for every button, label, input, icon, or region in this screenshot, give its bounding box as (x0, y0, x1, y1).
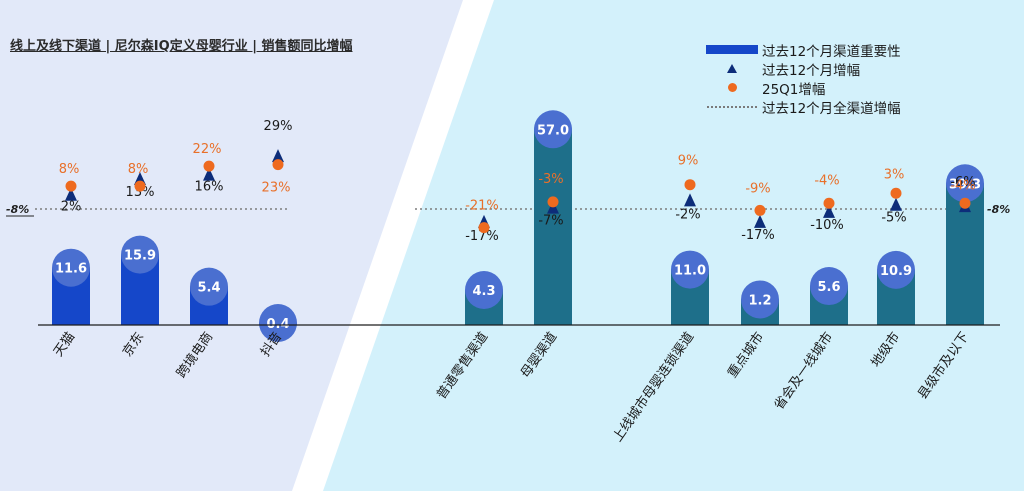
growth-q1-marker (890, 187, 902, 199)
growth-12m-label: -5% (881, 211, 906, 226)
growth-12m-label: -17% (741, 228, 775, 243)
bar (534, 129, 572, 325)
growth-q1-marker (478, 222, 490, 234)
bar-value-bubble (741, 280, 779, 319)
chart-title: 线上及线下渠道 | 尼尔森IQ定义母婴行业 | 销售额同比增幅 (10, 39, 353, 54)
growth-12m-marker (65, 187, 77, 201)
growth-q1-label: 8% (59, 162, 80, 177)
growth-q1-label: 9% (678, 154, 699, 169)
bar-value-bubble (671, 250, 709, 289)
legend-item-growth-q1: 25Q1增幅 (706, 78, 901, 98)
growth-q1-label: -21% (465, 199, 499, 214)
bar-value-label: 1.2 (748, 293, 771, 308)
bar-value-label: 11.6 (55, 262, 87, 277)
growth-12m-label: -10% (810, 218, 844, 233)
bar-value-label: 5.6 (817, 280, 840, 295)
legend-bar-swatch (706, 45, 758, 54)
growth-12m-marker (823, 204, 835, 218)
bar-value-label: 39.3 (949, 177, 981, 192)
legend-item-all-channel: 过去12个月全渠道增幅 (706, 97, 901, 117)
growth-q1-label: -9% (745, 181, 770, 196)
growth-12m-marker (684, 193, 696, 207)
growth-12m-marker (890, 197, 902, 211)
bar-value-bubble (534, 110, 572, 149)
growth-q1-marker (272, 159, 284, 171)
bar-value-label: 57.0 (537, 123, 569, 138)
growth-12m-label: -2% (675, 207, 700, 222)
legend-dotted-line (707, 105, 757, 108)
growth-12m-label: 2% (61, 200, 82, 215)
bar-value-label: 4.3 (472, 284, 495, 299)
growth-q1-marker (823, 197, 835, 209)
legend-label-all-channel: 过去12个月全渠道增幅 (762, 100, 901, 117)
bar-value-label: 15.9 (124, 249, 156, 264)
legend: 过去12个月渠道重要性 过去12个月增幅 25Q1增幅 过去12个月全渠道增幅 (706, 40, 901, 117)
bar-value-bubble (810, 267, 848, 306)
bar-value-bubble (259, 304, 297, 342)
legend-item-importance: 过去12个月渠道重要性 (706, 40, 901, 60)
bar-value-bubble (946, 164, 984, 203)
growth-q1-marker (134, 180, 146, 192)
growth-q1-marker (754, 204, 766, 216)
bar-value-bubble (465, 271, 503, 309)
legend-label-growth-q1: 25Q1增幅 (762, 81, 826, 98)
growth-12m-label: -6% (950, 175, 975, 190)
bar-value-label: 10.9 (880, 264, 912, 279)
growth-12m-label: -17% (465, 229, 499, 244)
bar-value-label: 11.0 (674, 264, 706, 279)
bar-value-bubble (121, 235, 159, 274)
bar-value-label: 5.4 (197, 281, 220, 296)
all-channel-label-right: -8% (987, 203, 1010, 216)
legend-item-growth-12m: 过去12个月增幅 (706, 59, 901, 79)
offline-panel-bg (323, 0, 1024, 491)
growth-q1-marker (65, 180, 77, 192)
growth-12m-label: 13% (126, 185, 155, 200)
bar-value-bubble (190, 267, 228, 306)
all-channel-label-left: -8% (6, 203, 29, 216)
growth-q1-label: 22% (193, 142, 222, 157)
growth-12m-label: 29% (264, 119, 293, 134)
growth-q1-label: -3% (538, 172, 563, 187)
growth-q1-label: 8% (128, 162, 149, 177)
growth-q1-marker (684, 179, 696, 191)
growth-q1-label: 23% (262, 181, 291, 196)
legend-label-growth-12m: 过去12个月增幅 (762, 62, 861, 79)
growth-q1-label: -4% (950, 178, 975, 193)
growth-12m-marker (272, 149, 284, 163)
online-panel-bg (0, 0, 463, 491)
bar-value-bubble (52, 248, 90, 287)
legend-dot-icon (727, 83, 737, 92)
growth-q1-label: 3% (884, 167, 905, 182)
growth-12m-label: -7% (538, 214, 563, 229)
growth-q1-marker (959, 197, 971, 209)
growth-12m-marker (203, 167, 215, 181)
growth-12m-label: 16% (195, 180, 224, 195)
growth-q1-marker (547, 196, 559, 208)
bar-value-bubble (877, 250, 915, 289)
growth-q1-marker (203, 160, 215, 172)
growth-12m-marker (754, 214, 766, 228)
legend-triangle-icon (727, 64, 737, 73)
growth-q1-label: -4% (814, 173, 839, 188)
legend-label-importance: 过去12个月渠道重要性 (762, 43, 901, 60)
